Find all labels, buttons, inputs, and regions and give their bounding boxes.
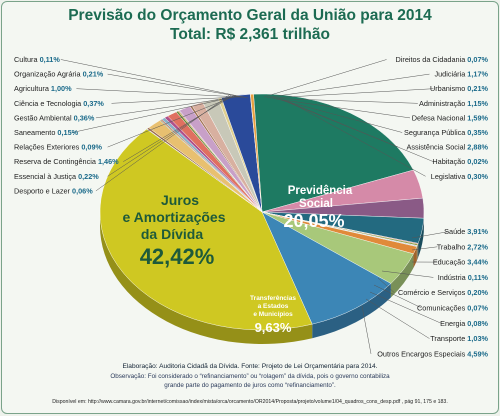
pie-side-comercio-e-servicos [417, 244, 418, 259]
label-saneamento: Saneamento 0,15% [14, 128, 79, 137]
transf-label-line3: e Municípios [253, 311, 293, 318]
leader-cultura [61, 60, 248, 99]
leader-direitos-da-cidadania [264, 60, 387, 98]
footer-url: Disponível em: http://www.camara.gov.br/… [2, 399, 498, 405]
juros-value-label: 42,42% [140, 244, 215, 269]
label-urbanismo: Urbanismo 0,21% [430, 84, 489, 93]
label-desporto-e-lazer: Desporto e Lazer 0,06% [14, 186, 93, 195]
label-industria: Indústria 0,11% [438, 273, 489, 282]
label-judiciaria: Judiciária 1,17% [434, 70, 488, 79]
label-outros-encargos-especiais: Outros Encargos Especiais 4,59% [377, 349, 488, 358]
label-trabalho: Trabalho 2,72% [437, 242, 489, 251]
label-educacao: Educação 3,44% [433, 258, 489, 267]
juros-label-line1: Juros [161, 192, 199, 208]
label-defesa-nacional: Defesa Nacional 1,59% [412, 113, 489, 122]
label-legislativa: Legislativa 0,30% [431, 172, 489, 181]
label-saude: Saúde 3,91% [444, 227, 488, 236]
label-essencial-a-justica: Essencial à Justiça 0,22% [14, 172, 99, 181]
label-comunicacoes: Comunicações 0,07% [417, 304, 488, 313]
previdencia-label-line2: Social [299, 198, 333, 210]
transf-label-line2: a Estados [258, 303, 289, 310]
label-cultura: Cultura 0,11% [14, 55, 60, 64]
leader-organizacao-agraria [108, 74, 246, 98]
footer-note-line1: Observação: Foi considerado o “refinanci… [2, 373, 498, 380]
juros-label-line2: e Amortizações [123, 209, 226, 225]
label-relacoes-exteriores: Relações Exteriores 0,09% [14, 143, 103, 152]
leader-judiciaria [267, 74, 430, 97]
footer-note-line2: grande parte do pagamento de juros como … [2, 382, 498, 389]
transf-label-line1: Transferências [250, 295, 296, 302]
label-assistencia-social: Assistência Social 2,88% [406, 143, 488, 152]
footer-source: Elaboração: Auditoria Cidadã da Dívida. … [2, 363, 498, 370]
label-ciencia-e-tecnologia: Ciência e Tecnologia 0,37% [14, 99, 104, 108]
label-comercio-e-servicos: Comércio e Serviços 0,20% [398, 288, 489, 297]
label-habitacao: Habitação 0,02% [432, 157, 488, 166]
transf-value-label: 9,63% [255, 320, 292, 335]
label-reserva-de-contingencia: Reserva de Contingência 1,46% [14, 157, 119, 166]
previdencia-label-line1: Previdência [288, 185, 353, 197]
label-energia: Energia 0,08% [440, 319, 488, 328]
label-organizacao-agraria: Organização Agrária 0,21% [14, 70, 104, 79]
label-administracao: Administração 1,15% [419, 99, 488, 108]
label-agricultura: Agricultura 1,00% [14, 84, 72, 93]
pie-chart: Cultura 0,11% Organização Agrária 0,21% Ag… [2, 2, 498, 362]
label-gestao-ambiental: Gestão Ambiental 0,36% [14, 113, 95, 122]
label-seguranca-publica: Segurança Pública 0,35% [404, 128, 488, 137]
label-direitos-da-cidadania: Direitos da Cidadania 0,07% [396, 55, 489, 64]
juros-label-line3: da Dívida [141, 226, 203, 242]
previdencia-value-label: 20,05% [283, 211, 344, 231]
label-transporte: Transporte 1,03% [430, 334, 488, 343]
